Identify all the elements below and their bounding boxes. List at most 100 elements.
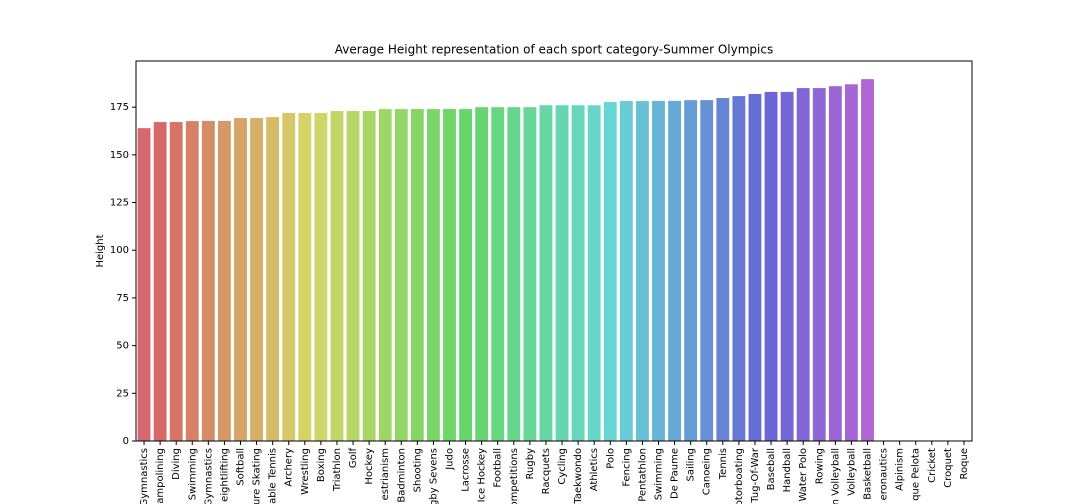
bar: [555, 105, 569, 442]
x-tick-label: Boxing: [316, 448, 327, 482]
x-tick-label: Cricket: [927, 448, 938, 483]
x-tick-label: Polo: [605, 448, 616, 469]
x-tick-label: n Volleyball: [830, 448, 841, 504]
bar: [571, 105, 585, 442]
x-tick-label: ompetitions: [509, 448, 520, 504]
bar: [523, 107, 537, 441]
bar: [169, 122, 183, 441]
x-tick-label: que Pelota: [911, 448, 922, 501]
bar: [700, 100, 714, 442]
bar: [234, 118, 247, 442]
x-tick-label: Triathlon: [332, 448, 343, 492]
x-tick-label: Golf: [348, 448, 359, 469]
x-tick-label: Badminton: [396, 448, 407, 503]
x-tick-label: estrianism: [380, 448, 391, 500]
chart-title: Average Height representation of each sp…: [335, 43, 773, 57]
x-tick-label: able Tennis: [268, 448, 279, 504]
bar: [796, 88, 810, 442]
x-tick-label: Wrestling: [300, 448, 311, 495]
bar: [282, 112, 296, 442]
x-tick-label: Baseball: [766, 448, 777, 490]
x-tick-label: Basketball: [863, 448, 874, 500]
bar: [764, 91, 778, 441]
bar: [217, 120, 231, 441]
bar: [603, 102, 617, 442]
bar: [491, 107, 505, 441]
bar: [844, 84, 858, 441]
bar: [587, 105, 601, 442]
x-tick-label: Sailing: [686, 448, 697, 482]
x-tick-label: Fencing: [621, 448, 632, 487]
bar: [266, 117, 280, 441]
bar: [716, 98, 730, 442]
bar: [732, 96, 746, 441]
x-tick-label: ampolining: [155, 448, 166, 504]
x-tick-label: Tennis: [718, 448, 729, 480]
x-tick-label: Volleyball: [846, 448, 857, 496]
bar: [748, 94, 762, 441]
x-tick-label: Judo: [445, 448, 456, 471]
bar: [459, 109, 473, 441]
bar: [619, 101, 633, 441]
bar: [362, 110, 376, 441]
x-tick-label: Racquets: [541, 448, 552, 494]
x-tick-label: Gymnastics: [203, 448, 214, 504]
bar: [861, 79, 874, 441]
x-tick-label: Pentathlon: [637, 448, 648, 502]
bar: [410, 109, 424, 441]
bar: [426, 109, 440, 441]
bar: [298, 112, 312, 442]
y-tick-label: 50: [116, 341, 129, 352]
bar: [780, 91, 794, 441]
x-tick-label: Shooting: [412, 448, 423, 492]
x-tick-label: eronautics: [879, 448, 890, 500]
x-tick-label: De Paume: [670, 448, 681, 499]
x-tick-label: gby Sevens: [428, 448, 439, 504]
x-tick-label: Alpinism: [895, 448, 906, 491]
x-tick-label: Softball: [236, 448, 247, 486]
y-tick-label: 75: [116, 293, 129, 304]
bar: [635, 101, 649, 441]
bar: [475, 107, 489, 441]
x-tick-label: Taekwondo: [573, 448, 584, 504]
bar: [153, 122, 167, 441]
bar: [828, 86, 842, 441]
x-tick-label: Roque: [959, 448, 970, 479]
x-tick-label: Archery: [284, 448, 295, 487]
bar: [539, 105, 553, 442]
x-tick-label: Rugby: [525, 448, 536, 480]
x-tick-label: Ice Hockey: [477, 448, 488, 503]
x-tick-label: Swimming: [654, 448, 665, 500]
y-tick-label: 25: [116, 388, 129, 399]
x-tick-label: Diving: [171, 448, 182, 480]
x-tick-label: otorboating: [734, 448, 745, 504]
bar: [201, 120, 215, 441]
x-tick-label: Cycling: [557, 448, 568, 485]
plot-frame: [135, 60, 973, 442]
x-tick-label: Handball: [782, 448, 793, 492]
bar: [394, 109, 408, 441]
bar: [185, 121, 199, 441]
bar: [346, 110, 360, 441]
x-tick-label: Swimming: [187, 448, 198, 500]
bar: [378, 109, 392, 441]
bar: [668, 100, 682, 441]
x-tick-label: Tug-Of-War: [750, 447, 761, 504]
x-tick-label: Gymnastics: [139, 448, 150, 504]
x-tick-label: Hockey: [364, 448, 375, 485]
bar: [330, 110, 344, 441]
bar: [250, 118, 264, 442]
x-tick-label: Water Polo: [798, 448, 809, 501]
x-tick-label: Lacrosse: [461, 448, 472, 492]
bar: [812, 88, 826, 442]
x-tick-label: Canoeing: [702, 448, 713, 495]
y-tick-label: 0: [123, 436, 129, 447]
y-tick-label: 100: [110, 245, 129, 256]
y-tick-label: 175: [110, 102, 129, 113]
bar: [652, 100, 665, 441]
x-tick-label: Football: [493, 448, 504, 488]
y-axis-label: Height: [95, 234, 106, 267]
y-tick-label: 150: [110, 150, 129, 161]
x-tick-label: Athletics: [589, 448, 600, 491]
